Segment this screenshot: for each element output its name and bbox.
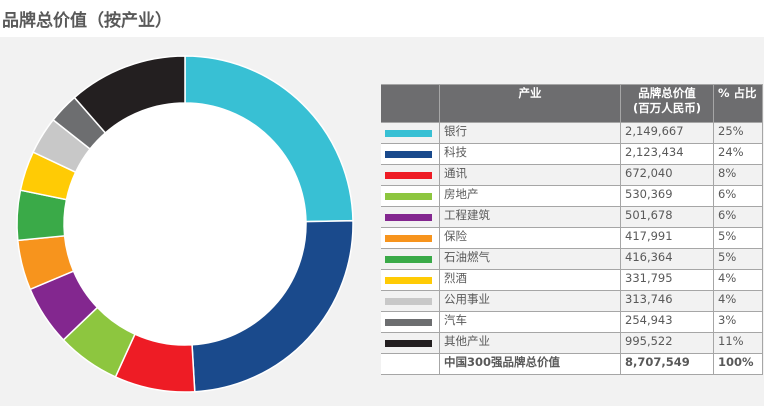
table-row: 保险 417,991 5% bbox=[381, 227, 763, 249]
legend-swatch bbox=[385, 339, 432, 347]
table-row: 其他产业 995,522 11% bbox=[381, 332, 763, 354]
legend-swatch bbox=[385, 297, 432, 305]
pct-share: 5% bbox=[713, 227, 763, 249]
total-label: 中国300强品牌总价值 bbox=[439, 353, 621, 375]
brand-value: 254,943 bbox=[620, 311, 714, 333]
total-value: 8,707,549 bbox=[620, 353, 714, 375]
table-row: 银行 2,149,667 25% bbox=[381, 122, 763, 144]
pct-share: 4% bbox=[713, 269, 763, 291]
legend-swatch bbox=[385, 276, 432, 284]
swatch-cell bbox=[381, 332, 440, 354]
table-row: 石油燃气 416,364 5% bbox=[381, 248, 763, 270]
brand-value: 2,123,434 bbox=[620, 143, 714, 165]
legend-swatch bbox=[385, 150, 432, 158]
industry-name: 工程建筑 bbox=[439, 206, 621, 228]
header-industry: 产业 bbox=[439, 84, 621, 123]
legend-swatch bbox=[385, 318, 432, 326]
industry-name: 公用事业 bbox=[439, 290, 621, 312]
table-row: 房地产 530,369 6% bbox=[381, 185, 763, 207]
table-row: 烈酒 331,795 4% bbox=[381, 269, 763, 291]
table-header: 产业 品牌总价值 (百万人民币) % 占比 bbox=[381, 84, 763, 123]
legend-swatch bbox=[385, 129, 432, 137]
header-value: 品牌总价值 (百万人民币) bbox=[620, 84, 714, 123]
table-row: 公用事业 313,746 4% bbox=[381, 290, 763, 312]
pct-share: 25% bbox=[713, 122, 763, 144]
pct-share: 6% bbox=[713, 206, 763, 228]
table-row: 工程建筑 501,678 6% bbox=[381, 206, 763, 228]
header-swatch bbox=[381, 84, 440, 123]
industry-name: 石油燃气 bbox=[439, 248, 621, 270]
legend-swatch bbox=[385, 192, 432, 200]
total-row: 中国300强品牌总价值 8,707,549 100% bbox=[381, 353, 763, 375]
industry-name: 银行 bbox=[439, 122, 621, 144]
legend-swatch bbox=[385, 234, 432, 242]
brand-value: 530,369 bbox=[620, 185, 714, 207]
legend-swatch bbox=[385, 255, 432, 263]
swatch-cell bbox=[381, 164, 440, 186]
pct-share: 11% bbox=[713, 332, 763, 354]
industry-name: 烈酒 bbox=[439, 269, 621, 291]
industry-name: 房地产 bbox=[439, 185, 621, 207]
table-row: 通讯 672,040 8% bbox=[381, 164, 763, 186]
legend-swatch bbox=[385, 213, 432, 221]
header-pct: % 占比 bbox=[713, 84, 763, 123]
pct-share: 3% bbox=[713, 311, 763, 333]
swatch-cell bbox=[381, 122, 440, 144]
table-row: 科技 2,123,434 24% bbox=[381, 143, 763, 165]
industry-name: 通讯 bbox=[439, 164, 621, 186]
industry-name: 汽车 bbox=[439, 311, 621, 333]
industry-name: 科技 bbox=[439, 143, 621, 165]
table-row: 汽车 254,943 3% bbox=[381, 311, 763, 333]
donut-chart bbox=[16, 55, 354, 393]
pct-share: 5% bbox=[713, 248, 763, 270]
legend-swatch bbox=[385, 171, 432, 179]
brand-value: 995,522 bbox=[620, 332, 714, 354]
industry-name: 保险 bbox=[439, 227, 621, 249]
swatch-cell bbox=[381, 248, 440, 270]
swatch-cell bbox=[381, 143, 440, 165]
swatch-cell bbox=[381, 290, 440, 312]
swatch-cell bbox=[381, 206, 440, 228]
brand-value: 313,746 bbox=[620, 290, 714, 312]
brand-value: 416,364 bbox=[620, 248, 714, 270]
legend-table: 产业 品牌总价值 (百万人民币) % 占比 银行 2,149,667 25% 科… bbox=[381, 84, 763, 375]
pct-share: 4% bbox=[713, 290, 763, 312]
empty-cell bbox=[381, 353, 440, 375]
swatch-cell bbox=[381, 227, 440, 249]
brand-value: 672,040 bbox=[620, 164, 714, 186]
industry-name: 其他产业 bbox=[439, 332, 621, 354]
pct-share: 6% bbox=[713, 185, 763, 207]
brand-value: 417,991 bbox=[620, 227, 714, 249]
swatch-cell bbox=[381, 311, 440, 333]
swatch-cell bbox=[381, 269, 440, 291]
brand-value: 331,795 bbox=[620, 269, 714, 291]
brand-value: 2,149,667 bbox=[620, 122, 714, 144]
total-pct: 100% bbox=[713, 353, 763, 375]
chart-title: 品牌总价值（按产业） bbox=[2, 11, 172, 31]
pct-share: 24% bbox=[713, 143, 763, 165]
brand-value: 501,678 bbox=[620, 206, 714, 228]
swatch-cell bbox=[381, 185, 440, 207]
donut-hole bbox=[64, 103, 306, 345]
pct-share: 8% bbox=[713, 164, 763, 186]
